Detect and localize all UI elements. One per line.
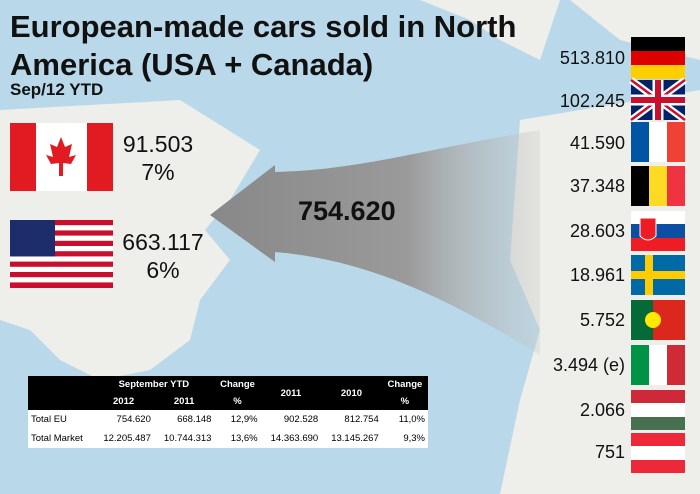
market-share: 6% (146, 257, 180, 283)
country-value: 102.245 (559, 91, 625, 111)
table-row: Total EU 754.620 668.148 12,9% 902.528 812.75… (28, 410, 428, 429)
country-value: 28.603 (569, 221, 625, 241)
table-cell: 902.528 (283, 414, 319, 425)
total: 754.620 (298, 196, 396, 226)
header-cell: 2010 (321, 376, 382, 410)
flag-italy (631, 345, 685, 385)
country-value: 5.752 (579, 310, 625, 330)
table-cell: 9,3% (403, 433, 425, 444)
header-row: September YTD Change 2011 2010 Change (28, 376, 428, 410)
subtitle: Sep/12 YTD (10, 80, 104, 99)
header-cell: September YTD (93, 376, 215, 393)
market-value: 663.117 (122, 229, 204, 255)
header-cell: % (214, 393, 261, 410)
table-cell: 13,6% (230, 433, 258, 444)
table-cell: 12.205.487 (103, 433, 151, 444)
table-cell: Total EU (31, 414, 67, 425)
header-row: 2012 2011%% (28, 393, 428, 410)
table-cell: 14.363.690 (270, 433, 319, 444)
header-cell: 2011 (260, 376, 322, 410)
flag-hungary (631, 390, 685, 430)
country-value: 18.961 (569, 265, 625, 285)
table-cell: 11,0% (398, 414, 425, 425)
header-cell: Change (381, 376, 428, 393)
country-value: 3.494 (e) (552, 355, 625, 375)
flag-austria (631, 433, 685, 473)
table-cell: 12,9% (230, 414, 258, 425)
market-share: 7% (141, 159, 175, 185)
flag-portugal (631, 300, 685, 340)
arrow (210, 130, 540, 355)
country-value: 2.066 (579, 400, 625, 420)
table-cell: 754.620 (116, 414, 151, 425)
header-cell (28, 376, 94, 410)
table-cell: 10.744.313 (163, 433, 212, 444)
country-value: 751 (594, 442, 625, 462)
header-cell: 2011 (153, 393, 215, 410)
header-cell: Change (214, 376, 261, 393)
flag-belgium (631, 166, 685, 206)
header-cell: % (381, 393, 428, 410)
flag-usa (10, 220, 113, 288)
flag-france (631, 122, 685, 162)
table-cell: Total Market (31, 433, 83, 444)
flag-uk (628, 77, 688, 123)
summary-table: September YTD Change 2011 2010 Change 2012 201… (28, 376, 428, 448)
header-cell: 2012 (93, 393, 154, 410)
title: European-made cars sold in North America… (10, 9, 517, 82)
table-cell: 812.754 (344, 414, 379, 425)
flag-slovakia (631, 211, 685, 251)
flag-germany (631, 37, 685, 79)
table-row: Total Market 12.205.487 10.744.313 13,6% 14.… (28, 429, 428, 448)
country-value: 513.810 (559, 48, 625, 68)
flag-canada (10, 123, 113, 191)
country-value: 37.348 (569, 176, 625, 196)
market-value: 91.503 (122, 131, 194, 157)
table-cell: 668.148 (177, 414, 212, 425)
country-value: 41.590 (569, 133, 625, 153)
land (420, 0, 560, 60)
table-cell: 13.145.267 (331, 433, 379, 444)
flag-sweden (631, 255, 685, 295)
